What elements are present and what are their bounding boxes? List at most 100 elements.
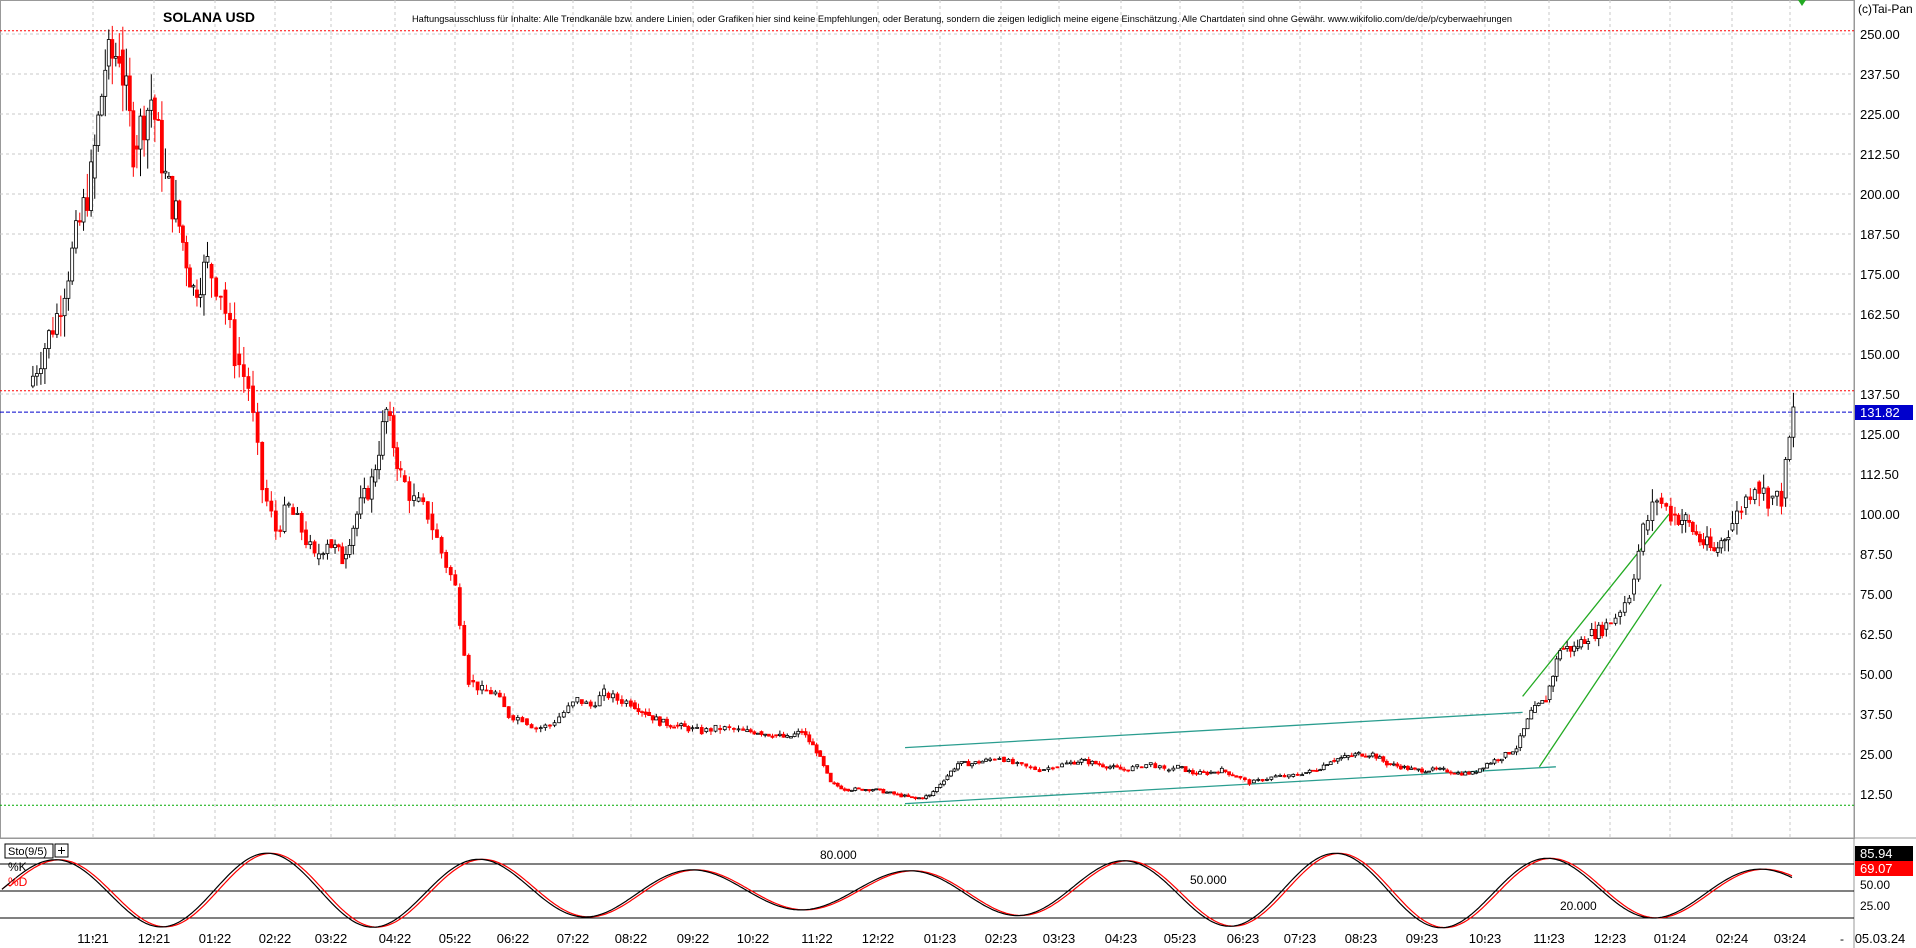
sto-tick-50: 50.00 [1860, 878, 1890, 892]
candle-body [1719, 540, 1724, 549]
candle-body [1183, 766, 1188, 773]
candle-body [286, 503, 291, 506]
candle-body [1187, 770, 1192, 773]
candle-body [336, 544, 341, 548]
candle-body [278, 529, 283, 532]
candle-body [1645, 520, 1650, 531]
candle-body [1247, 779, 1252, 785]
candle-body [1135, 764, 1140, 768]
candle-body [1609, 622, 1613, 625]
candle-body [1304, 772, 1309, 774]
candle-body [575, 696, 580, 703]
sto-tick-25: 25.00 [1860, 899, 1890, 913]
candle-body [511, 715, 516, 721]
time-tick-label: 10:22 [737, 931, 770, 946]
candle-body [1076, 761, 1080, 765]
candle-body [209, 263, 214, 279]
grid [0, 0, 1854, 838]
candle-body [1536, 702, 1541, 706]
candle-body [963, 761, 967, 763]
candle-body [699, 727, 704, 735]
candle-body [497, 692, 502, 698]
candle-body [863, 789, 868, 791]
candle-body [973, 761, 978, 765]
candle-body [74, 220, 78, 249]
candle-body [1388, 763, 1393, 765]
candle-body [138, 115, 143, 150]
candle-body [1314, 770, 1319, 772]
candle-body [934, 786, 939, 792]
candle-body [984, 758, 988, 762]
sto-d-line [1, 852, 1793, 929]
candle-body [462, 625, 467, 656]
candle-body [781, 733, 786, 738]
candle-body [1342, 755, 1347, 758]
candle-body [1111, 765, 1116, 768]
time-tick-label: 12:22 [862, 931, 895, 946]
candle-body [695, 727, 699, 729]
candle-body [1409, 767, 1414, 770]
candle-body [881, 788, 886, 794]
candle-body [1353, 753, 1358, 757]
candle-body [1328, 761, 1333, 765]
candle-body [1499, 758, 1504, 762]
candle-body [1650, 501, 1655, 521]
candle-body [885, 791, 889, 794]
candle-body [877, 788, 882, 791]
candle-body [895, 793, 900, 796]
candle-body [1384, 760, 1389, 766]
candle-body [1416, 768, 1421, 771]
candle-body [1097, 763, 1102, 766]
candle-body [51, 330, 55, 335]
candle-body [1171, 767, 1176, 771]
time-tick-label: 10:23 [1469, 931, 1502, 946]
time-tick-label: 08:23 [1345, 931, 1378, 946]
candle-body [709, 728, 713, 732]
candle-body [917, 797, 921, 800]
candle-body [853, 787, 858, 791]
candle-body [579, 699, 584, 704]
candle-body [457, 587, 462, 626]
candle-body [1739, 510, 1744, 513]
candle-body [145, 109, 150, 141]
candle-body [1467, 771, 1471, 775]
candle-body [584, 701, 589, 704]
candle-body [675, 724, 680, 727]
candle-body [444, 552, 449, 568]
candle-body [1463, 771, 1468, 776]
candle-body [1037, 769, 1042, 773]
candle-body [1540, 700, 1545, 704]
candle-body [232, 319, 237, 367]
price-tick-label: 187.50 [1860, 227, 1900, 242]
candle-body [942, 780, 946, 785]
candle-body [543, 724, 548, 729]
candle-body [1791, 406, 1796, 438]
time-tick-label: 09:23 [1406, 931, 1439, 946]
candle-body [223, 289, 228, 314]
candle-body [679, 723, 684, 726]
candle-body [860, 788, 865, 791]
candle-body [198, 294, 203, 298]
candle-body [1529, 709, 1534, 720]
price-panel-frame [0, 0, 1855, 839]
candle-body [970, 763, 974, 767]
candle-body [1533, 705, 1537, 713]
candle-body [1201, 771, 1206, 773]
candle-body [1295, 773, 1300, 776]
candle-body [1019, 762, 1024, 765]
candle-body [1090, 760, 1095, 765]
price-tick-label: 62.50 [1860, 627, 1893, 642]
candle-body [142, 115, 147, 141]
price-tick-label: 87.50 [1860, 547, 1893, 562]
candle-body [722, 726, 727, 731]
candle-body [1787, 436, 1792, 460]
candle-body [1735, 510, 1739, 524]
time-tick-label: 11:21 [77, 931, 109, 946]
candle-body [1286, 774, 1291, 778]
candle-body [321, 553, 326, 556]
candle-body [1212, 771, 1217, 774]
candle-body [718, 728, 723, 731]
candle-body [1565, 646, 1570, 649]
candle-body [552, 722, 557, 726]
